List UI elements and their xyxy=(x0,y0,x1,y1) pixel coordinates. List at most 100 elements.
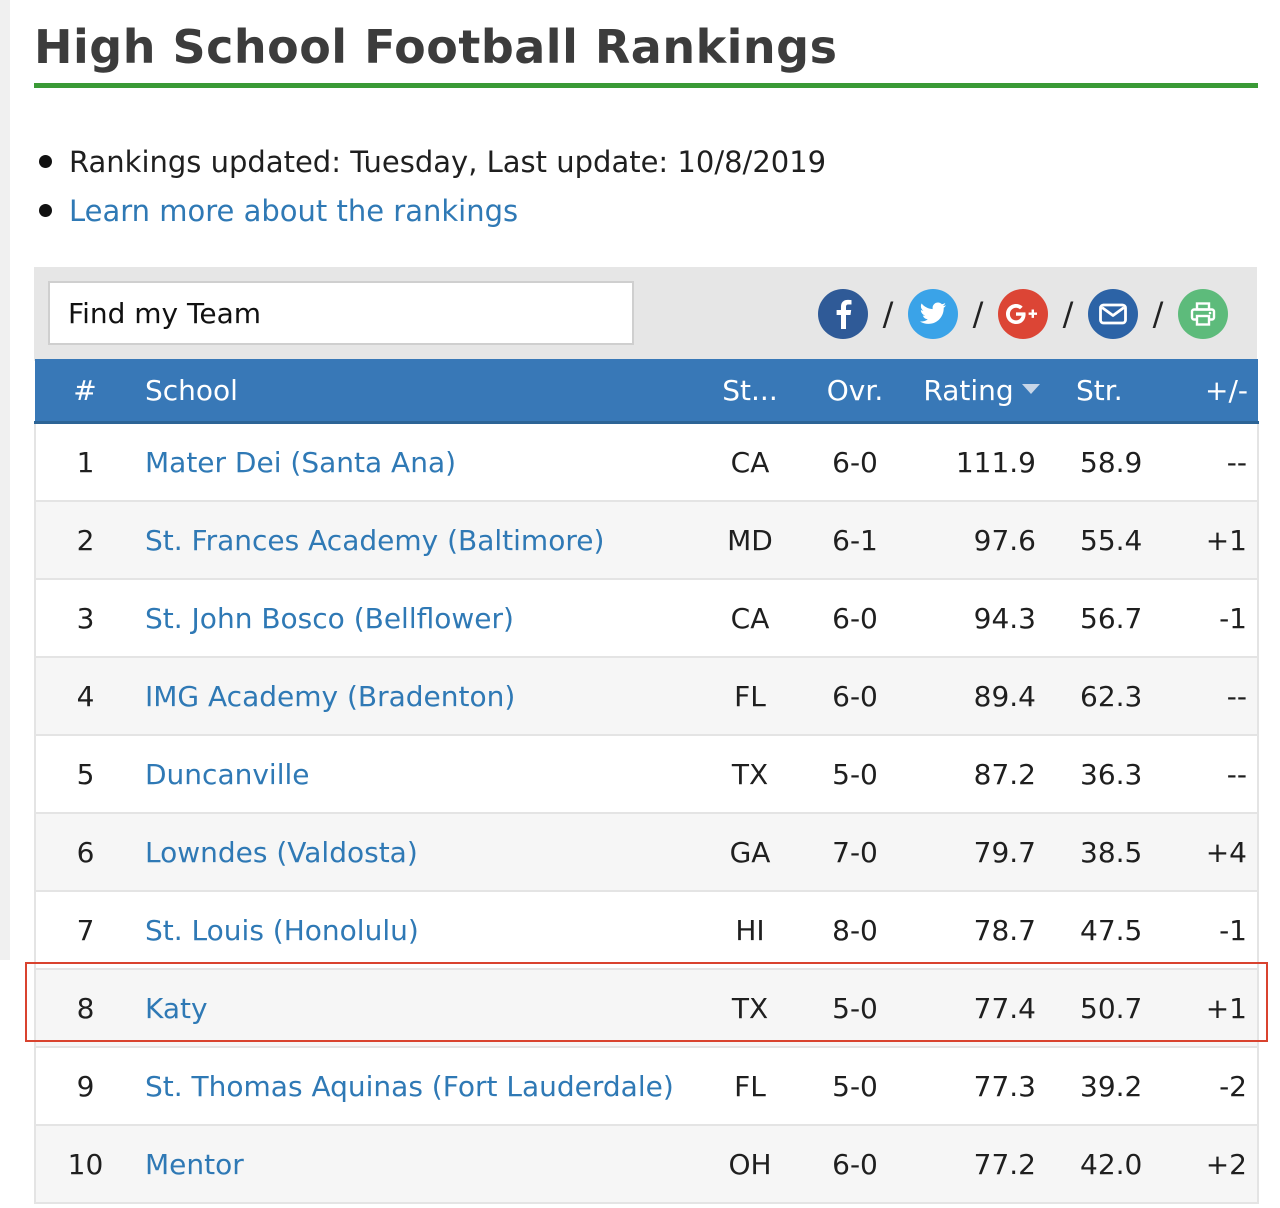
change-cell: -- xyxy=(1178,422,1259,502)
change-cell: -1 xyxy=(1178,891,1259,970)
table-row: 6 Lowndes (Valdosta) GA 7-0 79.7 38.5 +4 xyxy=(34,813,1259,892)
state-cell: TX xyxy=(695,969,805,1048)
header-rank[interactable]: # xyxy=(35,359,135,424)
school-link[interactable]: IMG Academy (Bradenton) xyxy=(145,679,516,713)
google-plus-icon xyxy=(1006,304,1037,324)
change-cell: +2 xyxy=(1178,1125,1259,1204)
table-header-row: # School St... Ovr. Rating Str. +/- xyxy=(35,359,1258,424)
school-cell: St. John Bosco (Bellflower) xyxy=(135,579,695,658)
table-row: 3 St. John Bosco (Bellflower) CA 6-0 94.3 56.… xyxy=(34,579,1259,658)
school-link[interactable]: Mater Dei (Santa Ana) xyxy=(145,445,457,479)
change-cell: -- xyxy=(1178,735,1259,814)
strength-cell: 39.2 xyxy=(1058,1047,1178,1126)
rating-cell: 89.4 xyxy=(905,657,1058,736)
overall-cell: 6-1 xyxy=(805,501,905,580)
change-cell: -- xyxy=(1178,657,1259,736)
share-separator: / xyxy=(972,295,984,333)
change-cell: +1 xyxy=(1178,501,1259,580)
print-icon xyxy=(1190,302,1216,326)
school-link[interactable]: St. Louis (Honolulu) xyxy=(145,913,419,947)
state-cell: HI xyxy=(695,891,805,970)
table-row: 4 IMG Academy (Bradenton) FL 6-0 89.4 62.3 -- xyxy=(34,657,1259,736)
change-cell: +4 xyxy=(1178,813,1259,892)
change-cell: +1 xyxy=(1178,969,1259,1048)
strength-cell: 50.7 xyxy=(1058,969,1178,1048)
strength-cell: 58.9 xyxy=(1058,422,1178,502)
table-row: 1 Mater Dei (Santa Ana) CA 6-0 111.9 58.9 -- xyxy=(34,422,1259,502)
school-cell: Lowndes (Valdosta) xyxy=(135,813,695,892)
rating-cell: 111.9 xyxy=(905,422,1058,502)
rating-cell: 79.7 xyxy=(905,813,1058,892)
header-rating[interactable]: Rating xyxy=(905,359,1058,424)
rank-cell: 10 xyxy=(34,1125,135,1204)
rank-cell: 2 xyxy=(34,501,135,580)
school-link[interactable]: Katy xyxy=(145,991,208,1025)
school-cell: St. Frances Academy (Baltimore) xyxy=(135,501,695,580)
header-strength[interactable]: Str. xyxy=(1058,359,1178,424)
rating-cell: 94.3 xyxy=(905,579,1058,658)
table-row-highlighted: 8 Katy TX 5-0 77.4 50.7 +1 xyxy=(34,969,1259,1048)
rankings-body: 1 Mater Dei (Santa Ana) CA 6-0 111.9 58.9 -- 2… xyxy=(34,422,1259,1204)
share-bar: / / / / xyxy=(818,288,1228,340)
strength-cell: 36.3 xyxy=(1058,735,1178,814)
share-separator: / xyxy=(1062,295,1074,333)
state-cell: OH xyxy=(695,1125,805,1204)
overall-cell: 6-0 xyxy=(805,579,905,658)
overall-cell: 7-0 xyxy=(805,813,905,892)
header-change[interactable]: +/- xyxy=(1178,359,1258,424)
google-plus-share-button[interactable] xyxy=(998,289,1048,339)
strength-cell: 62.3 xyxy=(1058,657,1178,736)
school-cell: IMG Academy (Bradenton) xyxy=(135,657,695,736)
table-row: 2 St. Frances Academy (Baltimore) MD 6-1 97.… xyxy=(34,501,1259,580)
twitter-share-button[interactable] xyxy=(908,289,958,339)
rating-cell: 77.3 xyxy=(905,1047,1058,1126)
school-link[interactable]: Duncanville xyxy=(145,757,310,791)
school-cell: St. Louis (Honolulu) xyxy=(135,891,695,970)
overall-cell: 5-0 xyxy=(805,1047,905,1126)
table-row: 9 St. Thomas Aquinas (Fort Lauderdale) FL 5… xyxy=(34,1047,1259,1126)
change-cell: -1 xyxy=(1178,579,1259,658)
rank-cell: 3 xyxy=(34,579,135,658)
page-title: High School Football Rankings xyxy=(34,20,838,74)
email-share-button[interactable] xyxy=(1088,289,1138,339)
twitter-icon xyxy=(920,302,946,324)
rank-cell: 1 xyxy=(34,422,135,502)
state-cell: CA xyxy=(695,422,805,502)
table-row: 10 Mentor OH 6-0 77.2 42.0 +2 xyxy=(34,1125,1259,1204)
strength-cell: 38.5 xyxy=(1058,813,1178,892)
header-rating-label: Rating xyxy=(923,373,1014,407)
school-link[interactable]: St. Thomas Aquinas (Fort Lauderdale) xyxy=(145,1069,674,1103)
rank-cell: 6 xyxy=(34,813,135,892)
rank-cell: 9 xyxy=(34,1047,135,1126)
school-link[interactable]: Mentor xyxy=(145,1147,244,1181)
state-cell: FL xyxy=(695,657,805,736)
header-school[interactable]: School xyxy=(135,359,695,424)
school-link[interactable]: St. John Bosco (Bellflower) xyxy=(145,601,514,635)
state-cell: GA xyxy=(695,813,805,892)
state-cell: MD xyxy=(695,501,805,580)
rank-cell: 7 xyxy=(34,891,135,970)
school-cell: Katy xyxy=(135,969,695,1048)
learn-more-link[interactable]: Learn more about the rankings xyxy=(69,194,519,228)
info-item-learn-more: Learn more about the rankings xyxy=(34,189,826,238)
school-link[interactable]: St. Frances Academy (Baltimore) xyxy=(145,523,605,557)
overall-cell: 5-0 xyxy=(805,969,905,1048)
rankings-table-wrapper: # School St... Ovr. Rating Str. +/- 1 Mat… xyxy=(34,359,1259,1204)
table-row: 7 St. Louis (Honolulu) HI 8-0 78.7 47.5 -1 xyxy=(34,891,1259,970)
rating-cell: 97.6 xyxy=(905,501,1058,580)
state-cell: TX xyxy=(695,735,805,814)
email-icon xyxy=(1099,303,1127,325)
sort-descending-icon xyxy=(1021,383,1040,394)
school-cell: Duncanville xyxy=(135,735,695,814)
rating-cell: 77.2 xyxy=(905,1125,1058,1204)
table-row: 5 Duncanville TX 5-0 87.2 36.3 -- xyxy=(34,735,1259,814)
header-state[interactable]: St... xyxy=(695,359,805,424)
state-cell: CA xyxy=(695,579,805,658)
strength-cell: 47.5 xyxy=(1058,891,1178,970)
facebook-share-button[interactable] xyxy=(818,289,868,339)
school-link[interactable]: Lowndes (Valdosta) xyxy=(145,835,418,869)
print-button[interactable] xyxy=(1178,289,1228,339)
header-overall[interactable]: Ovr. xyxy=(805,359,905,424)
find-team-input[interactable] xyxy=(48,281,634,345)
overall-cell: 6-0 xyxy=(805,657,905,736)
